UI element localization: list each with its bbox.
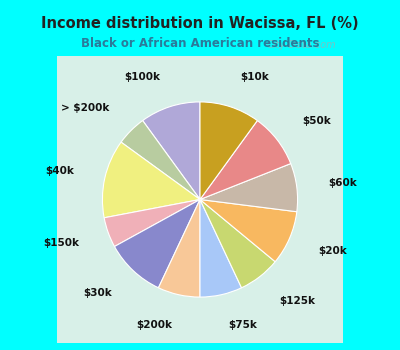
Text: Income distribution in Wacissa, FL (%): Income distribution in Wacissa, FL (%) [41,16,359,31]
Text: Black or African American residents: Black or African American residents [81,37,319,50]
Text: $20k: $20k [318,246,347,256]
Wedge shape [114,199,200,288]
Wedge shape [200,163,298,212]
Text: $60k: $60k [328,178,356,188]
Text: $10k: $10k [240,72,268,82]
Wedge shape [121,120,200,200]
Text: > $200k: > $200k [60,103,109,113]
Text: City-Data.com: City-Data.com [266,40,336,49]
Text: $40k: $40k [46,166,74,176]
Text: $50k: $50k [302,116,330,126]
Text: $100k: $100k [124,72,160,82]
Wedge shape [143,102,200,200]
Text: $150k: $150k [43,238,79,248]
Text: $125k: $125k [279,296,315,306]
Wedge shape [200,102,257,200]
Wedge shape [200,120,291,200]
Text: $200k: $200k [136,320,172,330]
Wedge shape [200,199,275,288]
Wedge shape [200,199,297,262]
Wedge shape [102,142,200,218]
Wedge shape [200,199,242,297]
Text: $75k: $75k [228,320,257,330]
Wedge shape [104,199,200,246]
Wedge shape [158,199,200,297]
Text: $30k: $30k [83,288,112,299]
